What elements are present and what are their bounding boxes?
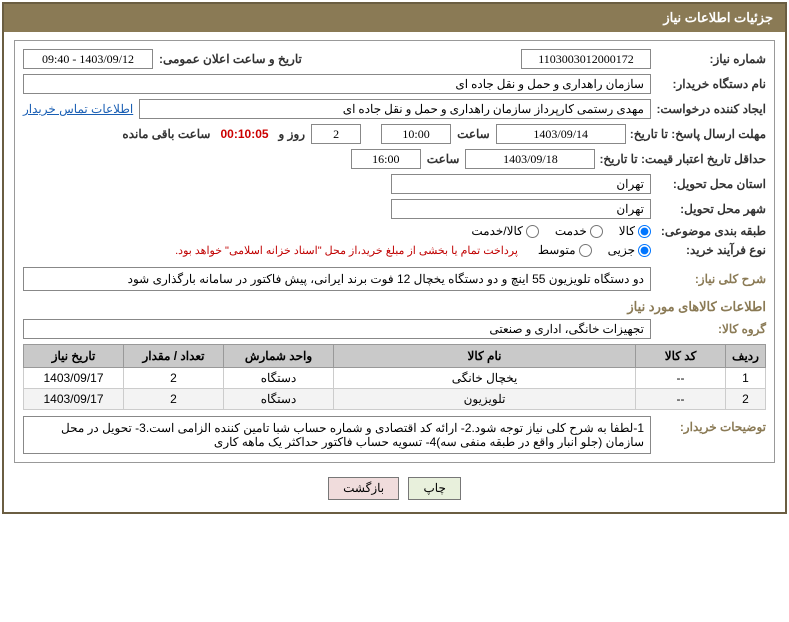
- label-buyer-org: نام دستگاه خریدار:: [651, 77, 766, 91]
- th-date: تاریخ نیاز: [24, 345, 124, 368]
- label-requester: ایجاد کننده درخواست:: [651, 102, 766, 116]
- buyer-org-field[interactable]: [23, 74, 651, 94]
- label-proc-type: نوع فرآیند خرید:: [651, 243, 766, 257]
- resp-date-field[interactable]: [496, 124, 626, 144]
- announce-field[interactable]: [23, 49, 153, 69]
- requester-field[interactable]: [139, 99, 651, 119]
- label-need-no: شماره نیاز:: [651, 52, 766, 66]
- buyer-notes-box: 1-لطفا به شرح کلی نیاز توجه شود.2- ارائه…: [23, 416, 651, 454]
- contact-link[interactable]: اطلاعات تماس خریدار: [23, 102, 133, 116]
- label-remain: ساعت باقی مانده: [116, 127, 216, 141]
- th-row: ردیف: [726, 345, 766, 368]
- th-code: کد کالا: [636, 345, 726, 368]
- panel-title: جزئیات اطلاعات نیاز: [4, 4, 785, 32]
- table-row: 1--یخچال خانگیدستگاه21403/09/17: [24, 368, 766, 389]
- th-name: نام کالا: [334, 345, 636, 368]
- price-time-field[interactable]: [351, 149, 421, 169]
- city-field[interactable]: [391, 199, 651, 219]
- main-fieldset: شماره نیاز: تاریخ و ساعت اعلان عمومی: نا…: [14, 40, 775, 463]
- province-field[interactable]: [391, 174, 651, 194]
- remain-time: 00:10:05: [217, 127, 273, 141]
- table-row: 2--تلویزیوندستگاه21403/09/17: [24, 389, 766, 410]
- label-category: طبقه بندی موضوعی:: [651, 224, 766, 238]
- section-goods-header: اطلاعات کالاهای مورد نیاز: [23, 299, 766, 315]
- label-hour-2: ساعت: [421, 152, 466, 166]
- radio-minor[interactable]: جزیی: [608, 243, 651, 257]
- th-qty: تعداد / مقدار: [124, 345, 224, 368]
- label-province: استان محل تحویل:: [651, 177, 766, 191]
- label-need-desc: شرح کلی نیاز:: [651, 272, 766, 286]
- resp-time-field[interactable]: [381, 124, 451, 144]
- radio-service[interactable]: خدمت: [555, 224, 603, 238]
- print-button[interactable]: چاپ: [408, 477, 460, 500]
- group-field[interactable]: [23, 319, 651, 339]
- label-announce: تاریخ و ساعت اعلان عمومی:: [153, 52, 308, 66]
- radio-goods[interactable]: کالا: [619, 224, 651, 238]
- label-buyer-notes: توضیحات خریدار:: [651, 416, 766, 434]
- th-unit: واحد شمارش: [224, 345, 334, 368]
- label-days-and: روز و: [273, 127, 312, 141]
- need-desc-box: دو دستگاه تلویزیون 55 اینچ و دو دستگاه ی…: [23, 267, 651, 291]
- label-group: گروه کالا:: [651, 322, 766, 336]
- label-price-valid: حداقل تاریخ اعتبار قیمت: تا تاریخ:: [595, 152, 766, 166]
- proc-note: پرداخت تمام یا بخشی از مبلغ خرید،از محل …: [175, 244, 518, 257]
- need-no-field[interactable]: [521, 49, 651, 69]
- price-date-field[interactable]: [465, 149, 595, 169]
- label-city: شهر محل تحویل:: [651, 202, 766, 216]
- back-button[interactable]: بازگشت: [328, 477, 399, 500]
- radio-both[interactable]: کالا/خدمت: [471, 224, 538, 238]
- label-resp-deadline: مهلت ارسال پاسخ: تا تاریخ:: [626, 127, 766, 141]
- remain-days-field[interactable]: [311, 124, 361, 144]
- goods-table: ردیف کد کالا نام کالا واحد شمارش تعداد /…: [23, 344, 766, 410]
- label-hour-1: ساعت: [451, 127, 496, 141]
- radio-medium[interactable]: متوسط: [538, 243, 592, 257]
